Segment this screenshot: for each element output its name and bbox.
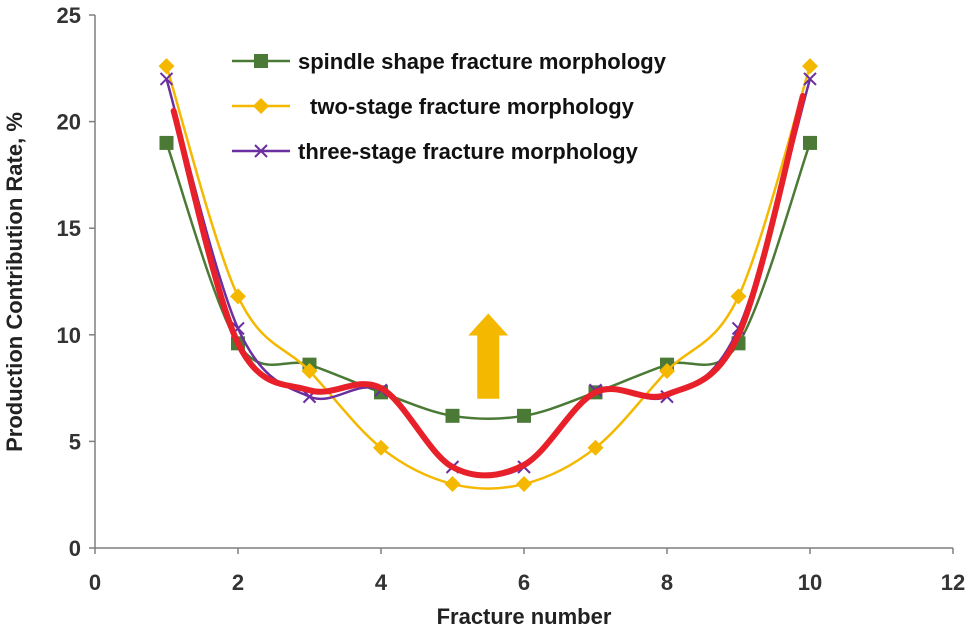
legend-marker-2 [253, 98, 269, 114]
series-2-line [165, 65, 812, 490]
y-tick-label-20: 20 [57, 110, 81, 135]
series-3 [159, 72, 817, 478]
x-tick-label-12: 12 [941, 570, 965, 595]
series-3-point-10-stroke-b [803, 72, 817, 86]
legend-marker-1 [254, 54, 268, 68]
series-3-point-10 [803, 72, 817, 86]
legend-marker-3-stroke-b [254, 144, 268, 158]
y-tick-label-0: 0 [69, 536, 81, 561]
x-tick-label-6: 6 [518, 570, 530, 595]
legend-item-3: three-stage fracture morphology [232, 139, 639, 164]
series-2-point-3 [301, 363, 318, 380]
legend-label-2: two-stage fracture morphology [310, 94, 635, 119]
series-2-point-10 [802, 58, 818, 75]
x-tick-label-8: 8 [661, 570, 673, 595]
series-1-point-5 [445, 408, 460, 423]
series-1-point-1 [159, 135, 174, 150]
y-tick-label-15: 15 [57, 216, 81, 241]
highlight-curve [170, 93, 806, 479]
series-2-point-7 [587, 439, 604, 456]
y-tick-label-25: 25 [57, 3, 81, 28]
x-tick-label-0: 0 [89, 570, 101, 595]
series-1-point-10 [803, 135, 817, 150]
series-1-point-6 [517, 408, 531, 423]
x-tick-label-10: 10 [798, 570, 822, 595]
series-2-point-1 [158, 58, 175, 75]
legend-label-1: spindle shape fracture morphology [298, 49, 667, 74]
series-2-point-4 [373, 439, 389, 456]
legend-label-3: three-stage fracture morphology [298, 139, 639, 164]
series-3-point-1-stroke-b [159, 72, 174, 86]
x-tick-label-4: 4 [375, 570, 388, 595]
up-arrow [468, 313, 509, 399]
series-2-point-5 [444, 476, 461, 493]
y-axis-title: Production Contribution Rate, % [2, 112, 27, 452]
axes: 0 5 10 15 20 25 0 2 4 6 8 10 12 [57, 3, 966, 595]
series-2-point-8 [659, 363, 675, 380]
x-axis-title: Fracture number [437, 604, 612, 629]
x-tick-label-2: 2 [232, 570, 244, 595]
legend-marker-3 [254, 144, 268, 158]
y-tick-label-10: 10 [57, 323, 81, 348]
legend-item-1: spindle shape fracture morphology [232, 49, 667, 74]
overlay-layer [170, 93, 806, 479]
series-layer [158, 58, 818, 493]
y-tick-label-5: 5 [69, 429, 81, 454]
series-2 [158, 58, 818, 493]
series-3-point-1 [159, 72, 174, 86]
series-2-point-2 [230, 288, 246, 305]
series-2-point-9 [730, 288, 747, 305]
legend: spindle shape fracture morphology two-sta… [232, 49, 667, 164]
legend-item-2: two-stage fracture morphology [232, 94, 635, 119]
series-2-point-6 [516, 476, 532, 493]
